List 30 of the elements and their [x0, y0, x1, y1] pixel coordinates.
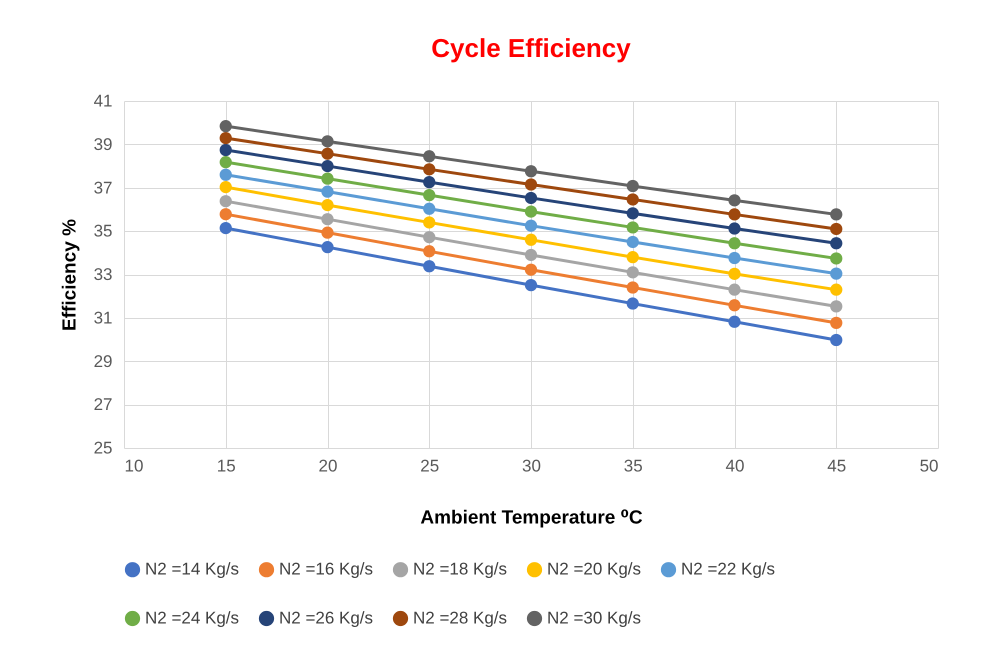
x-tick-label: 10 — [124, 456, 144, 476]
chart-title: Cycle Efficiency — [431, 33, 632, 63]
x-tick-label: 30 — [522, 456, 541, 476]
x-tick-label: 45 — [827, 456, 846, 476]
y-tick-label: 41 — [94, 92, 112, 110]
y-tick-label: 39 — [94, 134, 112, 154]
legend-label: N2 =24 Kg/s — [145, 608, 240, 628]
legend-label: N2 =20 Kg/s — [547, 560, 642, 579]
legend-label: N2 =22 Kg/s — [681, 560, 776, 579]
y-tick-label: 29 — [94, 352, 112, 371]
x-tick-label: 20 — [318, 456, 338, 476]
x-tick-label: 50 — [920, 456, 938, 476]
x-tick-label: 40 — [726, 456, 744, 476]
y-tick-label: 27 — [94, 395, 112, 414]
legend-label: N2 =14 Kg/s — [145, 560, 240, 579]
legend-label: N2 =30 Kg/s — [547, 608, 642, 628]
y-tick-label: 35 — [94, 222, 112, 241]
x-tick-label: 15 — [216, 456, 236, 476]
legend-label: N2 =16 Kg/s — [279, 560, 374, 579]
y-tick-label: 33 — [94, 265, 112, 284]
y-tick-label: 25 — [94, 438, 112, 458]
legend-label: N2 =28 Kg/s — [413, 608, 508, 628]
legend-label: N2 =26 Kg/s — [279, 608, 374, 628]
y-tick-label: 31 — [94, 308, 112, 328]
x-tick-label: 35 — [624, 456, 643, 476]
x-axis-title: Ambient Temperature ⁰C — [420, 508, 643, 528]
legend-label: N2 =18 Kg/s — [413, 560, 508, 579]
x-tick-label: 25 — [420, 456, 440, 476]
y-axis-title: Efficiency % — [60, 218, 81, 331]
y-tick-label: 37 — [94, 178, 112, 198]
